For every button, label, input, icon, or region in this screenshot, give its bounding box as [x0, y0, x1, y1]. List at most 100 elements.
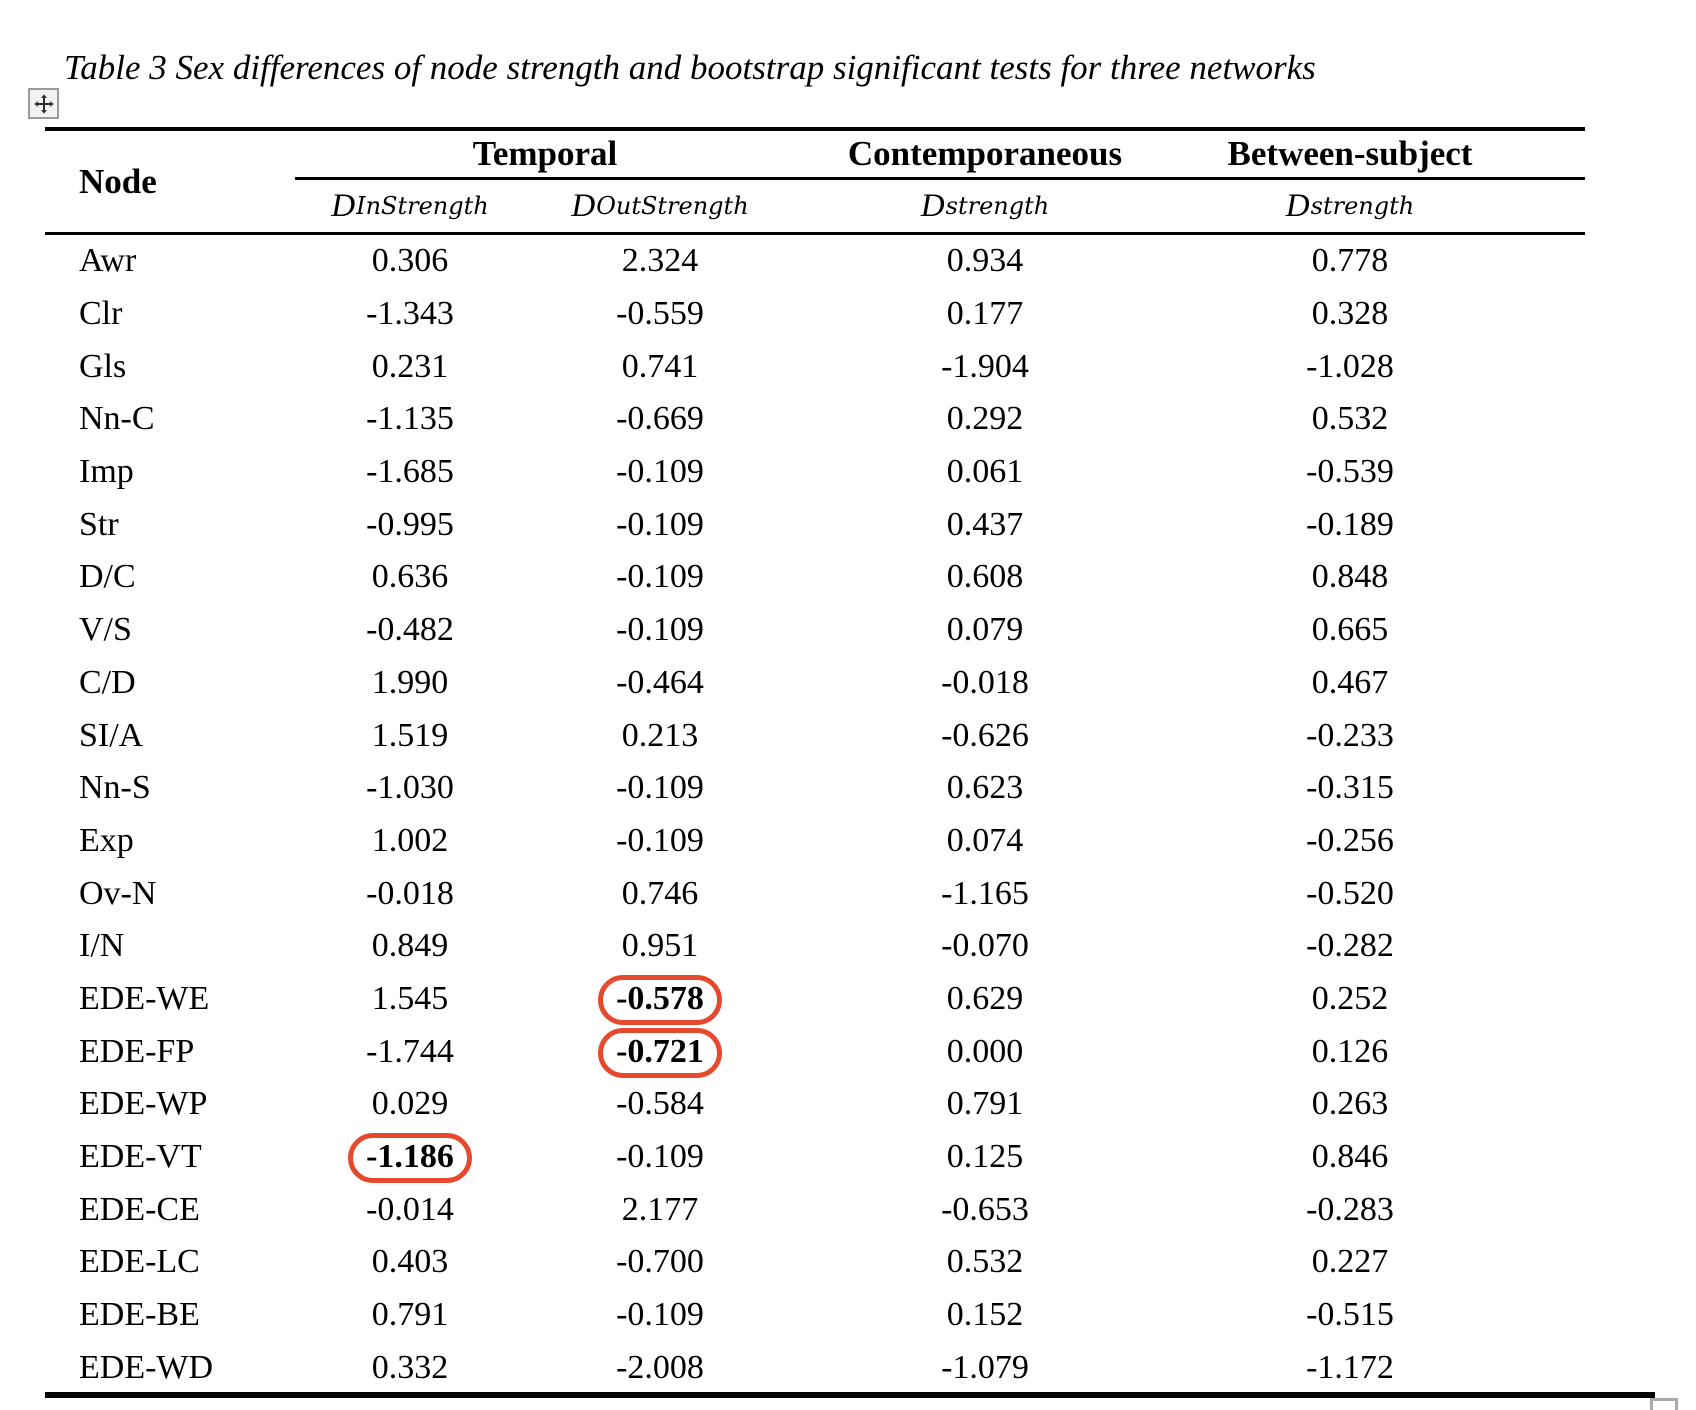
value-cell: -0.070	[941, 927, 1029, 965]
node-cell: EDE-VT	[79, 1138, 202, 1176]
column-header-d-outstrength: D OutStrength	[571, 187, 749, 224]
value-cell: 1.545	[371, 979, 449, 1017]
value-cell: 0.608	[946, 558, 1024, 596]
table-caption: Table 3 Sex differences of node strength…	[64, 48, 1316, 87]
node-cell: Imp	[79, 453, 134, 491]
value-cell: -0.653	[941, 1190, 1029, 1228]
value-cell: 0.467	[1311, 663, 1389, 701]
table-header: Node Temporal Contemporaneous Between-su…	[45, 127, 1585, 235]
table-row: EDE-BE 0.791 -0.109 0.152 -0.515	[45, 1289, 1585, 1342]
node-cell: EDE-CE	[79, 1190, 200, 1228]
value-cell: -0.109	[616, 453, 704, 491]
value-cell: -1.165	[941, 874, 1029, 912]
table-move-handle[interactable]	[28, 88, 59, 119]
node-cell: Exp	[79, 821, 134, 859]
value-cell: -0.315	[1306, 769, 1394, 807]
value-cell: -1.685	[366, 453, 454, 491]
value-cell: 1.519	[371, 716, 449, 754]
value-cell: -0.995	[366, 505, 454, 543]
value-cell: 0.079	[946, 611, 1024, 649]
table-row: EDE-FP -1.744 -0.721 0.000 0.126	[45, 1025, 1585, 1078]
value-cell: -0.578	[525, 974, 795, 1025]
node-cell: I/N	[79, 927, 125, 965]
value-cell: -0.520	[1306, 874, 1394, 912]
value-cell: 0.074	[946, 821, 1024, 859]
node-cell: D/C	[79, 558, 136, 596]
value-cell: 0.125	[946, 1138, 1024, 1176]
node-cell: SI/A	[79, 716, 144, 754]
value-cell: 0.741	[621, 347, 699, 385]
group-header-between-subject: Between-subject	[1175, 131, 1585, 180]
value-cell: -0.559	[616, 295, 704, 333]
value-cell: 0.746	[621, 874, 699, 912]
table-row: Imp -1.685 -0.109 0.061 -0.539	[45, 446, 1585, 499]
node-cell: Str	[79, 505, 119, 543]
value-cell: 0.623	[946, 769, 1024, 807]
significance-highlight-circle: -0.578	[598, 974, 722, 1025]
node-cell: Nn-S	[79, 769, 151, 807]
significance-highlight-circle: -0.721	[598, 1027, 722, 1078]
value-cell: 0.778	[1311, 242, 1389, 280]
table-body: Awr 0.306 2.324 0.934 0.778 Clr -1.343 -0.559 0.…	[45, 235, 1585, 1394]
value-cell: 0.934	[946, 242, 1024, 280]
table-row: Ov-N -0.018 0.746 -1.165 -0.520	[45, 867, 1585, 920]
table-row: EDE-VT -1.186 -0.109 0.125 0.846	[45, 1131, 1585, 1184]
node-cell: V/S	[79, 611, 132, 649]
value-cell: -1.343	[366, 295, 454, 333]
value-cell: 0.848	[1311, 558, 1389, 596]
value-cell: -0.626	[941, 716, 1029, 754]
value-cell: -0.189	[1306, 505, 1394, 543]
value-cell: 0.306	[371, 242, 449, 280]
value-cell: -0.109	[616, 769, 704, 807]
value-cell: 0.126	[1311, 1032, 1389, 1070]
table-row: EDE-LC 0.403 -0.700 0.532 0.227	[45, 1236, 1585, 1289]
table-resize-handle[interactable]	[1650, 1398, 1678, 1410]
table-row: V/S -0.482 -0.109 0.079 0.665	[45, 604, 1585, 657]
table-row: Nn-S -1.030 -0.109 0.623 -0.315	[45, 762, 1585, 815]
value-cell: -0.109	[616, 558, 704, 596]
column-header-node: Node	[79, 161, 157, 201]
significance-highlight-circle: -1.186	[348, 1133, 472, 1184]
node-cell: EDE-FP	[79, 1032, 195, 1070]
table-bottom-border	[45, 1392, 1655, 1398]
value-cell: 0.665	[1311, 611, 1389, 649]
value-cell: -0.109	[616, 1296, 704, 1334]
value-cell: 0.846	[1311, 1138, 1389, 1176]
value-cell: 1.002	[371, 821, 449, 859]
group-header-temporal: Temporal	[295, 131, 795, 180]
node-cell: Nn-C	[79, 400, 155, 438]
value-cell: -0.515	[1306, 1296, 1394, 1334]
node-cell: EDE-WP	[79, 1085, 208, 1123]
node-cell: Gls	[79, 347, 127, 385]
value-cell: 0.636	[371, 558, 449, 596]
value-cell: -1.028	[1306, 347, 1394, 385]
value-cell: 2.177	[621, 1190, 699, 1228]
table-row: Nn-C -1.135 -0.669 0.292 0.532	[45, 393, 1585, 446]
value-cell: -1.904	[941, 347, 1029, 385]
node-cell: Ov-N	[79, 874, 157, 912]
value-cell: -0.109	[616, 821, 704, 859]
value-cell: 0.213	[621, 716, 699, 754]
value-cell: -0.109	[616, 1138, 704, 1176]
value-cell: 0.263	[1311, 1085, 1389, 1123]
node-cell: EDE-LC	[79, 1243, 200, 1281]
value-cell: -0.256	[1306, 821, 1394, 859]
value-cell: -0.464	[616, 663, 704, 701]
table-row: SI/A 1.519 0.213 -0.626 -0.233	[45, 709, 1585, 762]
table-row: Clr -1.343 -0.559 0.177 0.328	[45, 288, 1585, 341]
value-cell: -0.669	[616, 400, 704, 438]
node-cell: C/D	[79, 663, 136, 701]
value-cell: -0.018	[366, 874, 454, 912]
value-cell: -0.700	[616, 1243, 704, 1281]
node-cell: Clr	[79, 295, 123, 333]
table-row: EDE-WD 0.332 -2.008 -1.079 -1.172	[45, 1341, 1585, 1394]
node-cell: Awr	[79, 242, 137, 280]
value-cell: -0.282	[1306, 927, 1394, 965]
value-cell: 0.231	[371, 347, 449, 385]
value-cell: 0.629	[946, 979, 1024, 1017]
value-cell: 0.227	[1311, 1243, 1389, 1281]
value-cell: 0.000	[946, 1032, 1024, 1070]
value-cell: 0.849	[371, 927, 449, 965]
